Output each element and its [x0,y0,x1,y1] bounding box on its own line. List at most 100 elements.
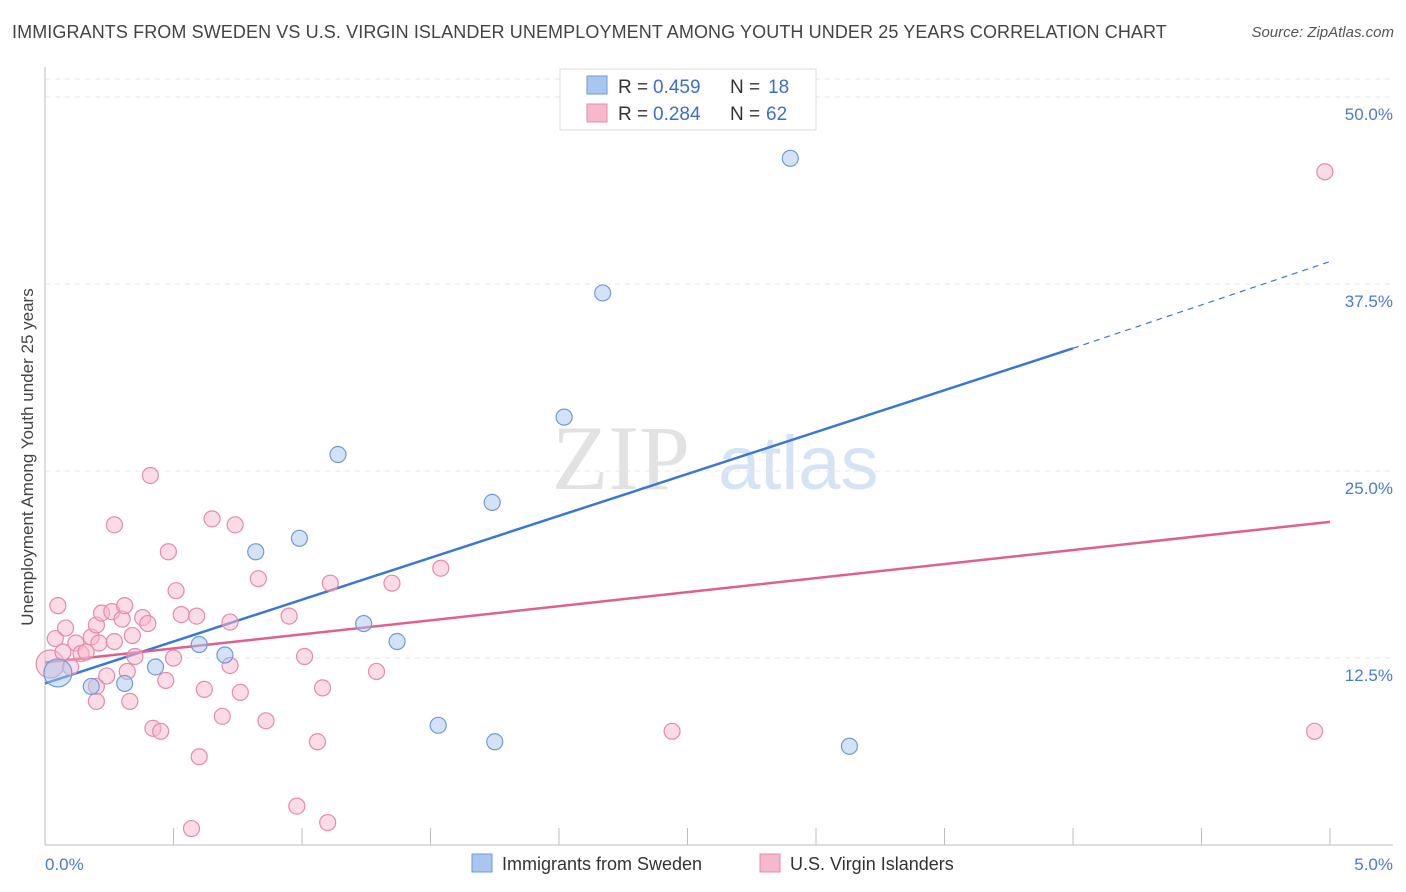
y-tick-label: 25.0% [1345,479,1393,498]
point-virgin [308,733,327,751]
point-virgin [663,722,681,740]
point-virgin [139,614,157,633]
x-tick-label: 5.0% [1354,855,1393,874]
point-virgin [126,647,144,666]
point-virgin [313,679,332,697]
point-sweden [594,284,612,302]
point-virgin [295,647,314,666]
point-virgin [213,707,231,725]
legend-swatch-virgin [586,103,608,123]
point-virgin [226,516,244,534]
point-virgin [280,607,298,625]
x-tick-label: 0.0% [45,855,84,874]
point-virgin [203,510,221,528]
point-virgin [1316,163,1334,181]
point-virgin [383,574,401,592]
point-virgin [77,643,95,661]
series-label-sweden: Immigrants from Sweden [502,854,702,874]
point-virgin [231,683,249,701]
point-virgin [195,680,213,699]
watermark-zip: ZIP [552,407,690,509]
point-virgin [172,606,190,624]
point-virgin [249,570,267,588]
legend-n-label-1: N = [730,77,760,98]
point-virgin [157,671,175,690]
point-sweden [116,674,134,693]
data-points [35,149,1334,838]
y-axis-tick-labels: 12.5% 25.0% 37.5% 50.0% [1345,105,1393,685]
trend-lines [44,260,1331,685]
point-virgin [87,692,106,710]
point-virgin [49,597,67,615]
axes [44,67,1393,846]
point-virgin [164,649,183,667]
gridlines [45,78,1393,659]
point-virgin [46,629,64,648]
point-virgin [367,662,386,681]
point-sweden [146,658,165,676]
series-legend: Immigrants from Sweden U.S. Virgin Islan… [471,853,954,874]
y-tick-label: 37.5% [1345,292,1393,311]
point-sweden [329,445,347,464]
correlation-legend: R = 0.459 N = 18 R = 0.284 N = 62 [559,68,817,131]
point-virgin [188,607,206,625]
watermark-atlas: atlas [718,421,879,506]
point-sweden [486,733,504,751]
point-virgin [167,582,185,600]
point-sweden [190,635,208,654]
source-label: Source: ZipAtlas.com [1251,24,1394,41]
point-virgin [56,619,75,637]
point-virgin [121,692,139,710]
point-virgin [288,797,306,815]
point-virgin [321,574,339,592]
y-axis-label: Unemployment Among Youth under 25 years [18,288,37,625]
point-sweden [555,408,573,426]
point-virgin [159,543,177,561]
point-sweden [483,493,501,511]
point-virgin [98,667,116,685]
point-virgin [257,712,275,730]
point-virgin [152,722,170,740]
point-virgin [105,516,123,534]
series-label-virgin: U.S. Virgin Islanders [790,854,954,874]
point-virgin [116,597,134,615]
point-sweden [429,716,447,734]
point-virgin [123,626,141,645]
point-virgin [182,819,201,838]
legend-r-value-1: 0.459 [653,77,701,98]
x-axis-ticks: 0.0% 5.0% [45,828,1393,874]
series-swatch-virgin [759,853,781,873]
legend-n-label-2: N = [730,104,760,125]
point-sweden [43,658,73,688]
point-sweden [290,529,309,547]
trend-line-sweden [44,347,1074,685]
trend-line-virgin [44,520,1331,664]
point-sweden [388,632,406,651]
y-tick-label: 12.5% [1345,666,1393,685]
point-virgin [141,466,159,485]
point-sweden [82,677,100,696]
point-virgin [221,613,239,631]
point-virgin [105,632,123,651]
point-sweden [247,543,265,561]
legend-n-value-2: 62 [766,104,787,125]
legend-r-label-1: R = [618,77,648,98]
legend-r-value-2: 0.284 [653,104,701,125]
chart-title: IMMIGRANTS FROM SWEDEN VS U.S. VIRGIN IS… [12,22,1167,42]
trend-line-sweden-extension [1072,260,1331,349]
point-virgin [1305,722,1324,740]
point-sweden [781,149,799,167]
legend-n-value-1: 18 [768,77,789,98]
series-swatch-sweden [471,853,493,873]
point-sweden [840,737,859,755]
point-virgin [432,559,450,577]
point-virgin [190,748,208,766]
point-virgin [319,813,337,832]
legend-swatch-sweden [586,75,608,95]
point-sweden [216,646,234,664]
legend-r-label-2: R = [618,104,648,125]
y-tick-label: 50.0% [1345,105,1393,124]
point-virgin [90,634,108,652]
point-sweden [355,614,373,633]
